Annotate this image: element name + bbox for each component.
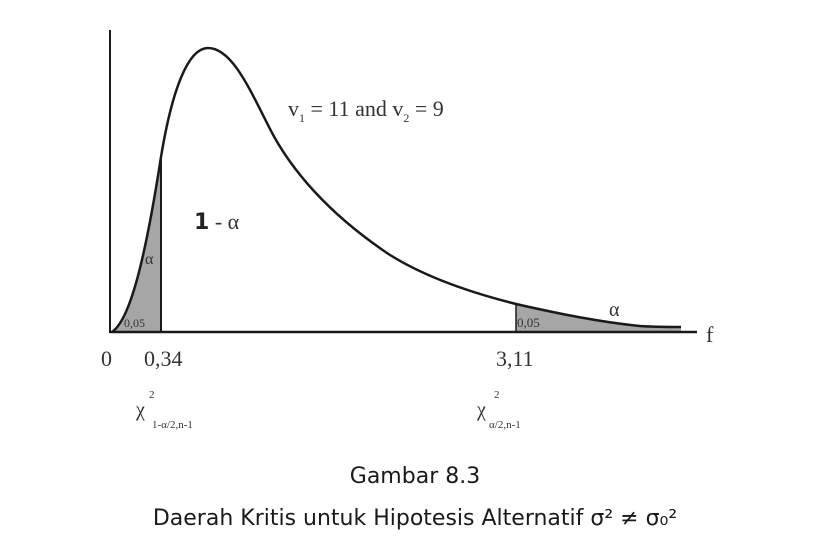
left-chi-square-label: χ 2 1-α/2,n-1 xyxy=(135,389,193,431)
acceptance-region-label: 1 - α xyxy=(194,209,240,235)
origin-label: 0 xyxy=(101,346,112,371)
svg-text:χ: χ xyxy=(135,399,145,421)
right-tail-alpha-label: α xyxy=(609,299,620,321)
density-curve xyxy=(111,46,682,334)
left-tail-alpha-label: α xyxy=(145,251,154,268)
left-tail-value-label: 0,05 xyxy=(124,316,145,330)
svg-text:χ: χ xyxy=(476,399,486,421)
svg-text:2: 2 xyxy=(494,389,500,401)
right-tail-shaded-region xyxy=(516,304,681,332)
right-critical-value: 3,11 xyxy=(496,346,534,371)
svg-text:2: 2 xyxy=(149,389,155,401)
x-axis-label: f xyxy=(706,322,714,347)
svg-text:α/2,n-1: α/2,n-1 xyxy=(489,419,521,431)
left-tail-shaded-region xyxy=(112,157,161,332)
svg-text:1-α/2,n-1: 1-α/2,n-1 xyxy=(152,419,193,431)
figure-caption: Daerah Kritis untuk Hipotesis Alternatif… xyxy=(152,506,678,531)
right-tail-value-label: 0,05 xyxy=(517,315,540,330)
curve-parameter-label: v1 = 11 and v2 = 9 xyxy=(288,96,444,125)
right-chi-square-label: χ 2 α/2,n-1 xyxy=(476,389,521,431)
figure-number: Gambar 8.3 xyxy=(349,464,481,489)
left-critical-value: 0,34 xyxy=(144,346,183,371)
